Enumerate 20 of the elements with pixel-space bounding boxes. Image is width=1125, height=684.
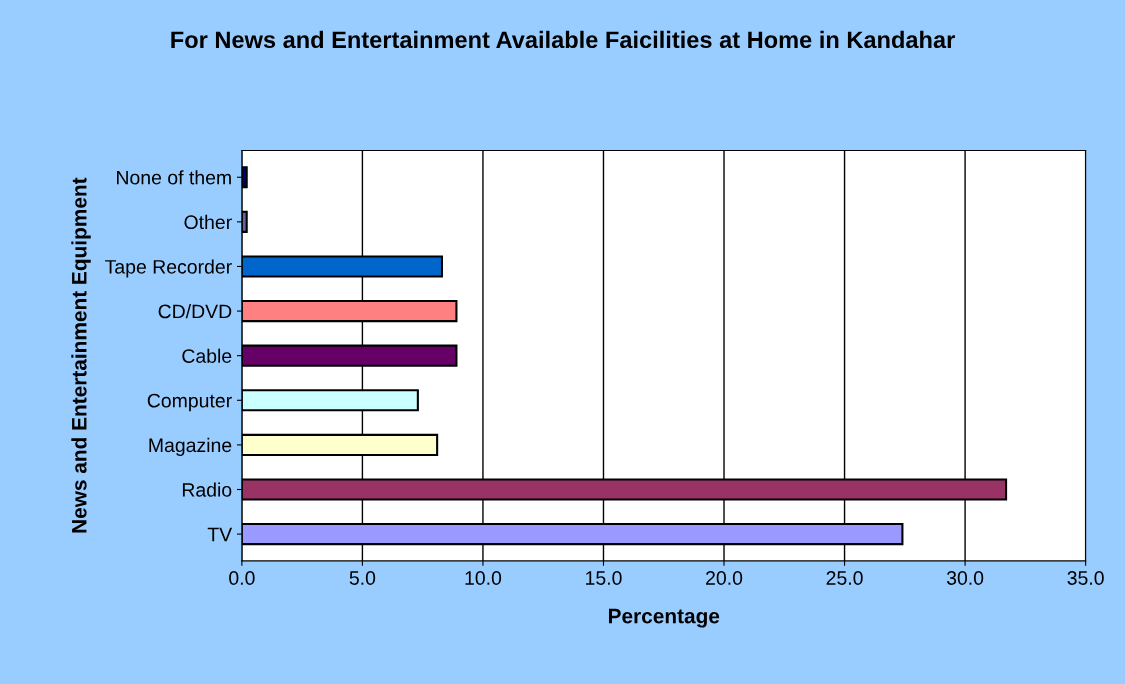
y-tick-label: None of them [117, 170, 231, 185]
x-tick-label: 15.0 [586, 571, 622, 585]
x-tick-label: 25.0 [826, 571, 863, 585]
chart-title: For News and Entertainment Available Faicilities at Home in Kandahar [171, 30, 955, 49]
x-tick-label: 5.0 [349, 571, 376, 585]
x-tick-label: 10.0 [465, 571, 502, 585]
y-tick-label: Tape Recorder [105, 259, 232, 278]
y-tick-label: CD/DVD [158, 304, 232, 319]
y-tick-label: Cable [182, 348, 232, 363]
x-tick-label: 0.0 [229, 571, 255, 585]
y-tick-label: TV [207, 527, 233, 542]
x-axis-title: Percentage [608, 608, 720, 628]
x-tick-label: 35.0 [1067, 571, 1104, 585]
y-tick-label: Radio [182, 482, 232, 497]
y-axis-title: News and Entertainment Equipment [71, 177, 91, 533]
y-tick-label: Magazine [149, 437, 232, 456]
x-tick-label: 30.0 [946, 571, 984, 585]
y-tick-label: Other [184, 214, 232, 230]
y-tick-label: Computer [147, 393, 232, 412]
x-tick-label: 20.0 [706, 571, 743, 585]
